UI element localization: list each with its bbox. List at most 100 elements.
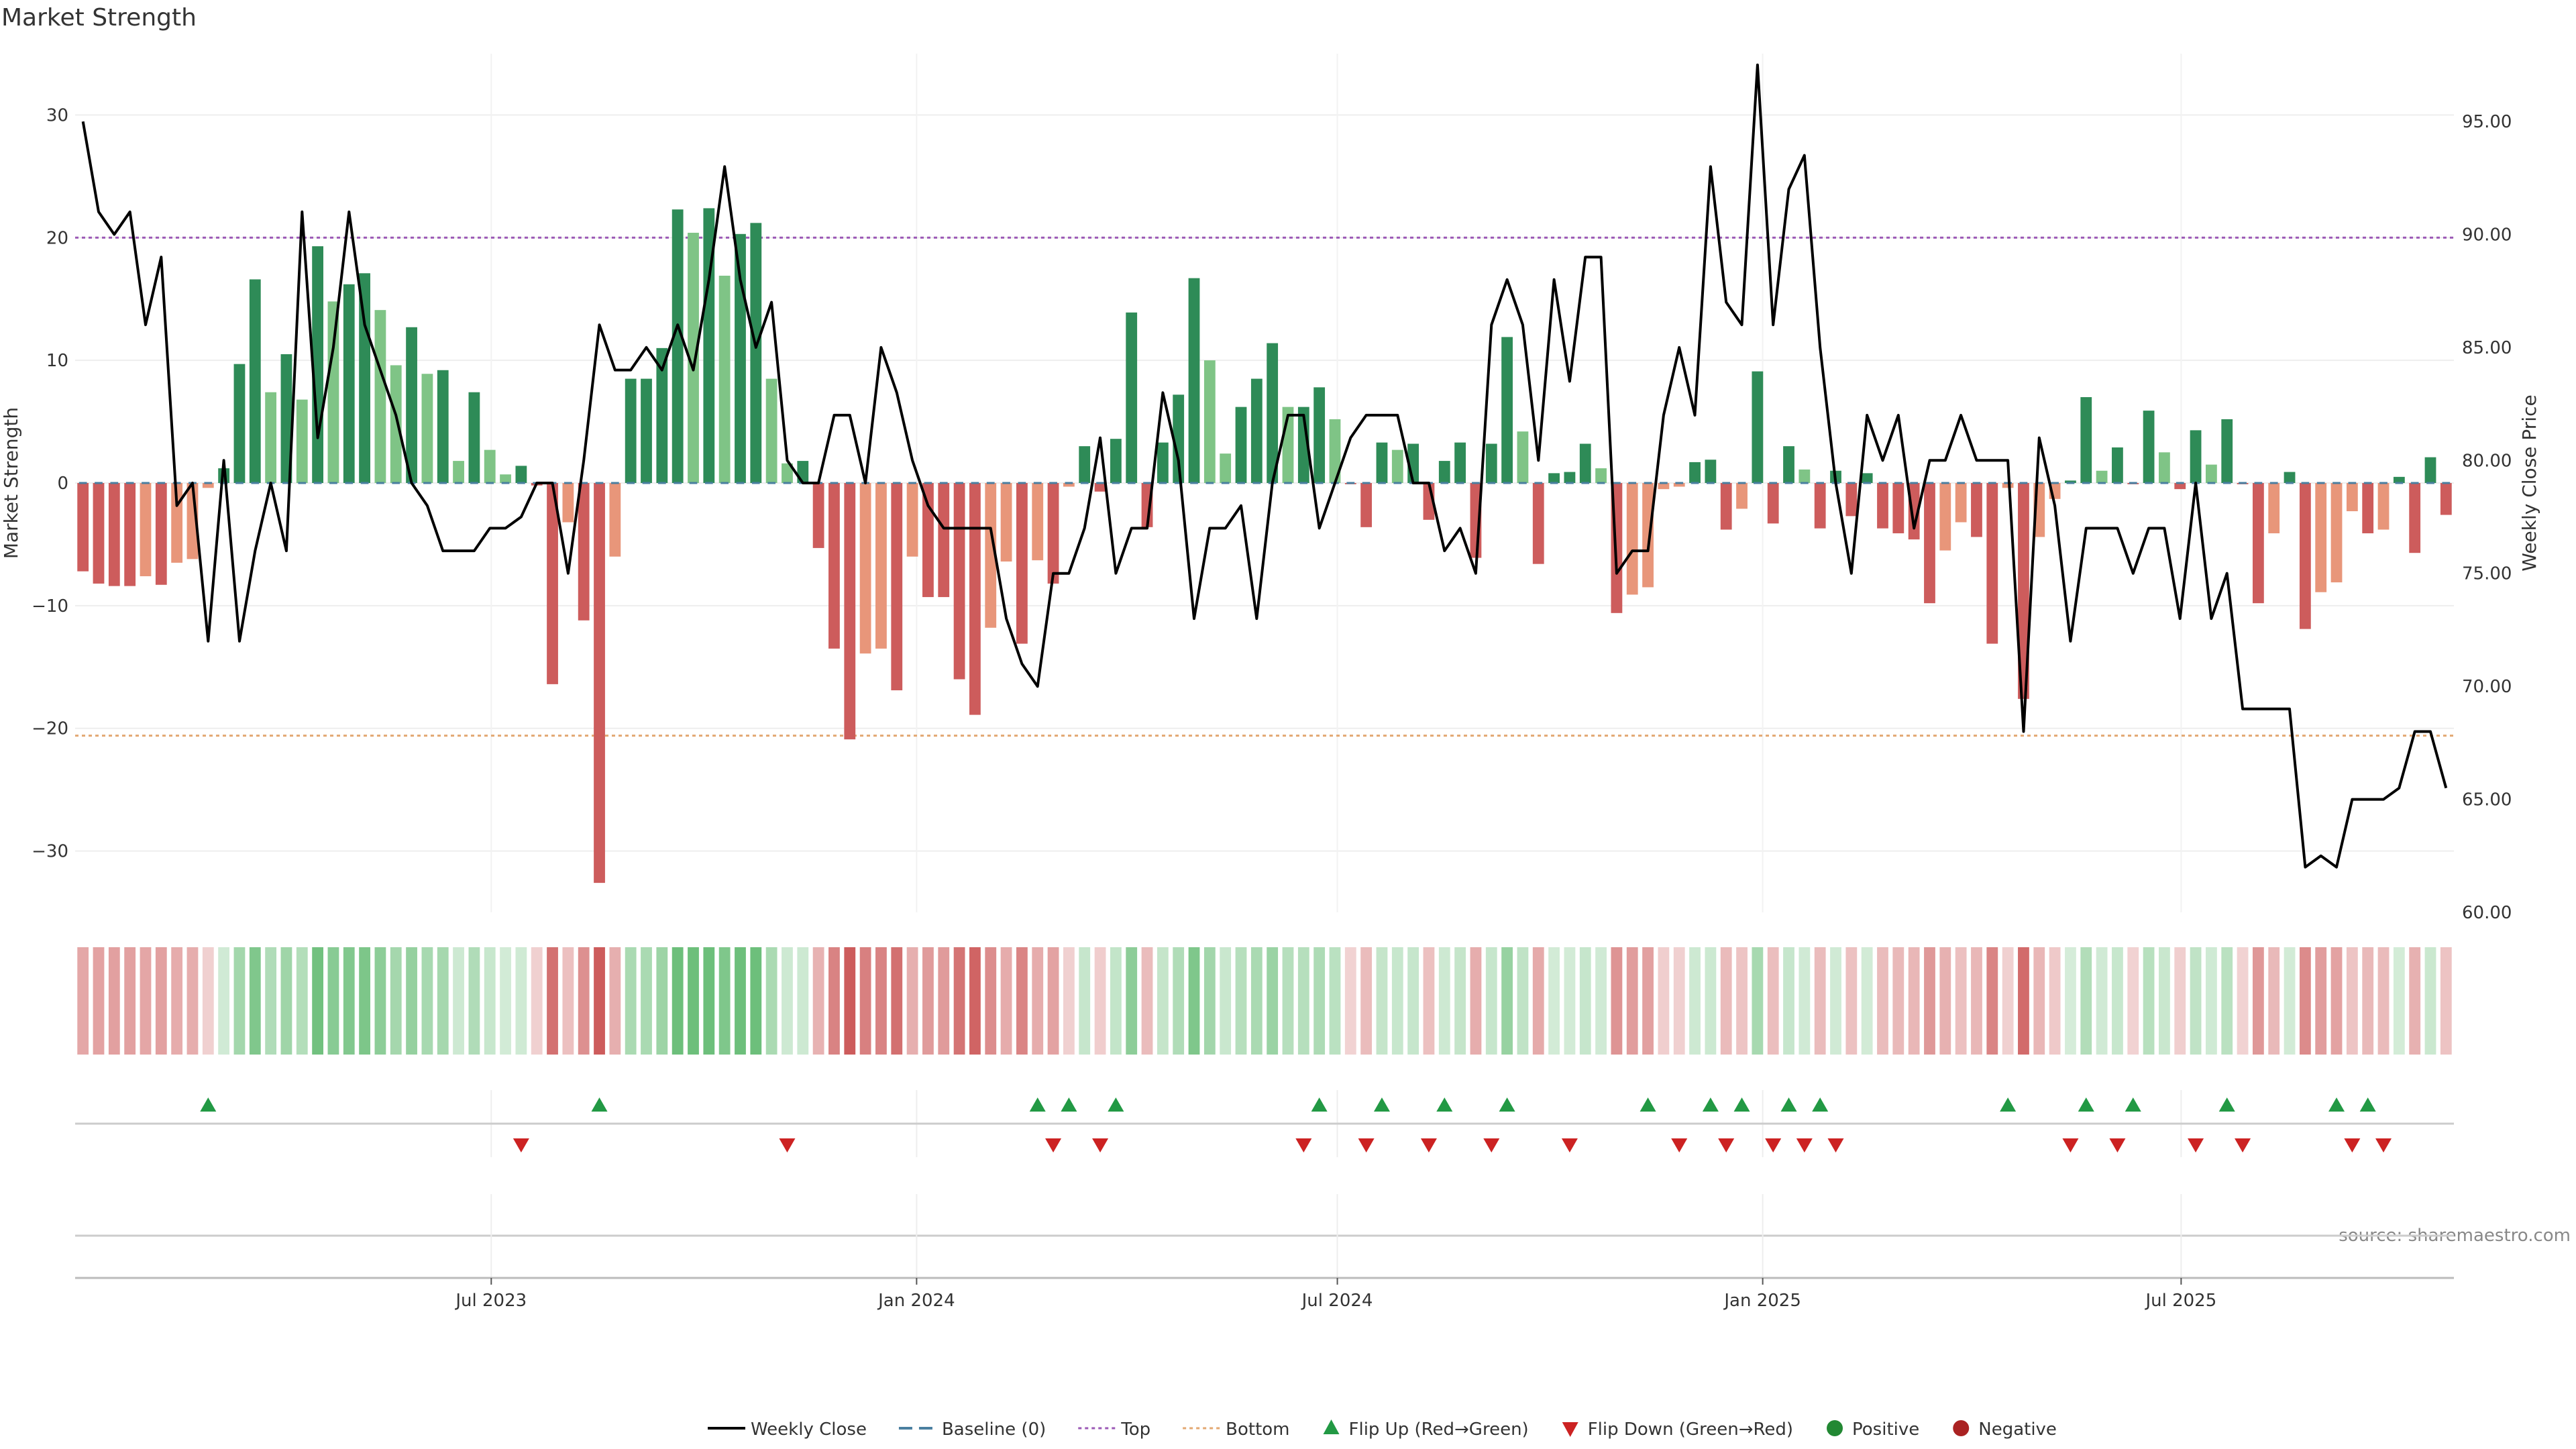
flip-up-marker <box>1499 1097 1515 1112</box>
heat-cell <box>1705 947 1717 1055</box>
strength-bar <box>1485 443 1497 483</box>
heat-cell <box>594 947 605 1055</box>
flip-down-marker <box>513 1138 529 1152</box>
legend-item: Flip Down (Green→Red) <box>1562 1419 1793 1440</box>
strength-bar <box>875 483 887 649</box>
heat-cell <box>280 947 292 1055</box>
flip-down-marker <box>1561 1138 1578 1152</box>
heat-cell <box>421 947 433 1055</box>
heat-cell <box>468 947 480 1055</box>
flip-up-marker <box>1780 1097 1797 1112</box>
flip-up-marker <box>2125 1097 2141 1112</box>
heat-cell <box>703 947 715 1055</box>
flip-down-marker <box>2344 1138 2361 1152</box>
heat-cell <box>1971 947 1982 1055</box>
heat-cell <box>1360 947 1373 1055</box>
strength-bar <box>140 483 152 576</box>
strength-bar <box>969 483 981 715</box>
heat-cell <box>782 947 793 1055</box>
heat-cell <box>1501 947 1513 1055</box>
y2-axis-label: Weekly Close Price <box>2518 394 2540 571</box>
strength-bar <box>249 279 261 483</box>
heat-cell <box>1658 947 1670 1055</box>
strength-bar <box>1532 483 1544 564</box>
strength-bar <box>1783 446 1794 483</box>
heat-cell <box>2065 947 2076 1055</box>
strength-bar <box>1126 312 1138 483</box>
heat-cell <box>108 947 120 1055</box>
heat-cell <box>1720 947 1732 1055</box>
flip-down-marker <box>1045 1138 1062 1152</box>
strength-bar <box>1203 360 1216 483</box>
heat-cell <box>437 947 449 1055</box>
heat-cell <box>547 947 558 1055</box>
strength-bar <box>1924 483 1935 604</box>
strength-bar <box>93 483 105 584</box>
strength-bar <box>2377 483 2390 530</box>
heat-cell <box>797 947 809 1055</box>
strength-bar <box>765 378 777 483</box>
strength-bar <box>2206 464 2217 483</box>
strength-bar <box>2018 483 2029 699</box>
flip-down-marker <box>1420 1138 1437 1152</box>
heat-cell <box>2112 947 2123 1055</box>
heat-cell <box>1955 947 1967 1055</box>
strength-bar <box>1016 483 1028 644</box>
strength-bar <box>922 483 934 598</box>
heat-cell <box>2174 947 2186 1055</box>
heat-cell <box>1673 947 1685 1055</box>
heat-cell <box>374 947 386 1055</box>
strength-bar <box>421 374 433 483</box>
y2-tick-label: 60.00 <box>2462 903 2512 923</box>
strength-bar <box>374 310 386 483</box>
legend-triangle-up-icon <box>1323 1419 1340 1434</box>
strength-bar <box>1376 442 1388 483</box>
strength-bar <box>2346 483 2358 512</box>
strength-bar <box>688 232 699 483</box>
heat-cell <box>1313 947 1326 1055</box>
threshold-lines <box>75 236 2454 737</box>
strength-bar <box>2330 483 2343 583</box>
flip-down-marker <box>1358 1138 1375 1152</box>
y-tick-label: −10 <box>32 596 68 616</box>
heat-cell <box>641 947 652 1055</box>
heat-cell <box>2033 947 2045 1055</box>
x-tick-label: Jul 2023 <box>454 1291 527 1311</box>
strength-bar <box>1188 278 1200 483</box>
flip-down-marker <box>2235 1138 2251 1152</box>
heat-cell <box>2237 947 2249 1055</box>
heat-cell <box>562 947 574 1055</box>
heat-cell <box>688 947 699 1055</box>
strength-bar <box>1235 407 1247 483</box>
strength-bar <box>797 461 809 483</box>
heat-cell <box>155 947 167 1055</box>
legend-item: Flip Up (Red→Green) <box>1323 1419 1529 1440</box>
heat-cell <box>1799 947 1811 1055</box>
strength-bar <box>1814 483 1826 529</box>
heat-cell <box>1470 947 1482 1055</box>
legend-item: Positive <box>1827 1419 1919 1440</box>
heat-cell <box>2409 947 2421 1055</box>
strength-bar <box>562 483 574 523</box>
strength-bar <box>2112 447 2123 483</box>
strength-bar <box>1220 453 1232 483</box>
strength-bar <box>1267 343 1279 483</box>
strength-bar <box>327 301 339 483</box>
weekly-close-line <box>81 63 2448 869</box>
heat-cell <box>2299 947 2311 1055</box>
heat-cell <box>1689 947 1701 1055</box>
flip-up-marker <box>1436 1097 1453 1112</box>
heat-cell <box>1407 947 1419 1055</box>
strength-bar <box>1501 337 1513 483</box>
strength-bar <box>782 463 793 483</box>
strength-bar <box>1799 469 1811 483</box>
heat-cell <box>1282 947 1294 1055</box>
strength-bar <box>233 364 246 483</box>
strength-bar <box>2362 483 2374 533</box>
heat-cell <box>1016 947 1028 1055</box>
heat-cell <box>1157 947 1169 1055</box>
heat-cell <box>750 947 762 1055</box>
heat-cell <box>2127 947 2139 1055</box>
heat-cell <box>1736 947 1748 1055</box>
